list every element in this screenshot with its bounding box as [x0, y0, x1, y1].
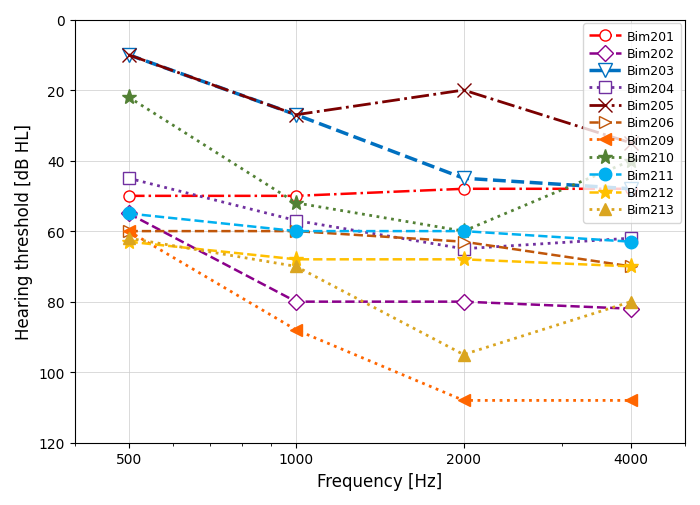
Bim203: [459, 176, 468, 182]
Bim204: [627, 236, 636, 242]
Bim209: [125, 229, 133, 235]
Bim211: [459, 229, 468, 235]
Bim202: [459, 299, 468, 305]
Line: Bim203: Bim203: [122, 48, 638, 196]
Bim206: [627, 264, 636, 270]
Line: Bim210: Bim210: [121, 90, 638, 239]
Bim209: [459, 397, 468, 403]
Bim211: [292, 229, 300, 235]
Bim201: [627, 186, 636, 192]
Line: Bim209: Bim209: [123, 226, 636, 406]
Bim213: [125, 236, 133, 242]
Bim205: [292, 113, 300, 119]
Line: Bim206: Bim206: [123, 226, 636, 272]
Bim201: [125, 193, 133, 199]
Bim210: [125, 95, 133, 101]
Bim210: [459, 229, 468, 235]
Bim204: [292, 218, 300, 224]
Bim212: [459, 257, 468, 263]
Bim205: [125, 53, 133, 59]
Line: Bim202: Bim202: [123, 209, 636, 315]
Bim205: [459, 88, 468, 94]
Bim213: [292, 264, 300, 270]
Bim213: [459, 352, 468, 358]
Bim210: [627, 158, 636, 164]
Line: Bim213: Bim213: [123, 233, 636, 361]
Line: Bim201: Bim201: [123, 184, 636, 202]
Bim209: [627, 397, 636, 403]
Bim204: [459, 246, 468, 252]
Legend: Bim201, Bim202, Bim203, Bim204, Bim205, Bim206, Bim209, Bim210, Bim211, Bim212, : Bim201, Bim202, Bim203, Bim204, Bim205, …: [583, 24, 681, 223]
Line: Bim211: Bim211: [122, 208, 637, 248]
Bim201: [459, 186, 468, 192]
Bim209: [292, 327, 300, 333]
Bim206: [292, 229, 300, 235]
Bim201: [292, 193, 300, 199]
Bim204: [125, 176, 133, 182]
Bim206: [459, 239, 468, 245]
Bim210: [292, 200, 300, 207]
Bim203: [292, 113, 300, 119]
Bim213: [627, 299, 636, 305]
Bim202: [627, 306, 636, 312]
Line: Bim205: Bim205: [122, 48, 638, 150]
Bim212: [125, 239, 133, 245]
Bim203: [627, 186, 636, 192]
Y-axis label: Hearing threshold [dB HL]: Hearing threshold [dB HL]: [15, 124, 33, 339]
Bim205: [627, 140, 636, 146]
Bim211: [125, 211, 133, 217]
Bim203: [125, 53, 133, 59]
Bim212: [292, 257, 300, 263]
Line: Bim204: Bim204: [123, 173, 636, 255]
Bim202: [292, 299, 300, 305]
X-axis label: Frequency [Hz]: Frequency [Hz]: [317, 472, 442, 490]
Bim212: [627, 264, 636, 270]
Bim211: [627, 239, 636, 245]
Bim206: [125, 229, 133, 235]
Line: Bim212: Bim212: [121, 235, 638, 275]
Bim202: [125, 211, 133, 217]
